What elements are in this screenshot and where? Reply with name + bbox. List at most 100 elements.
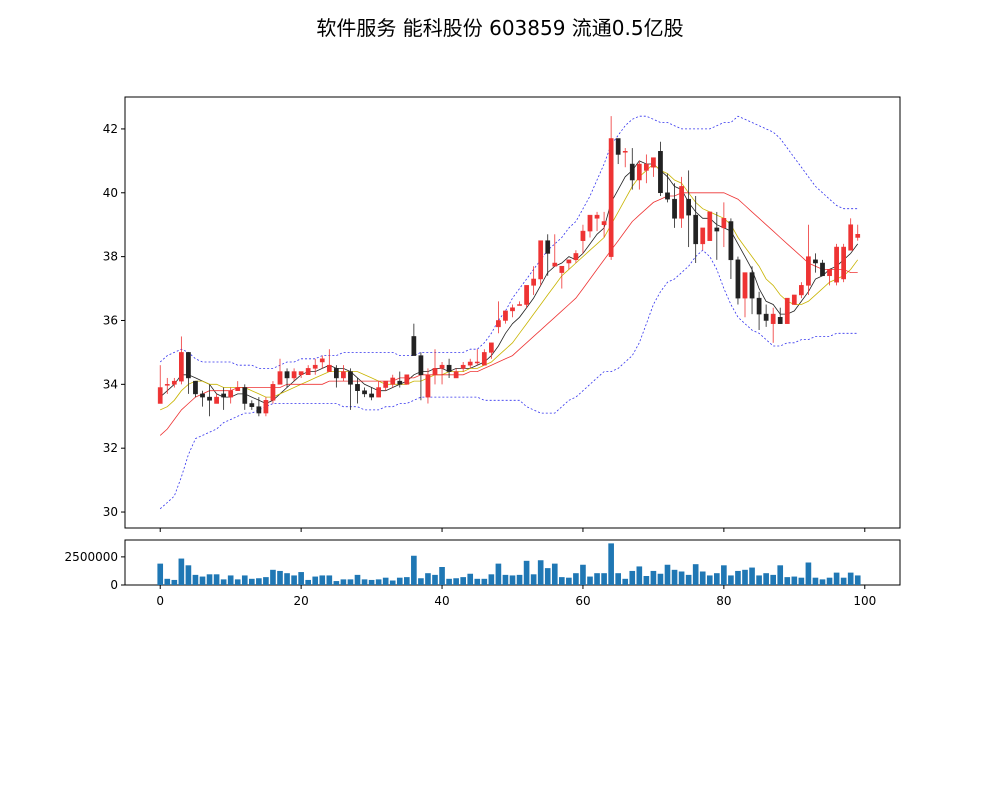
volume-bar <box>488 574 495 585</box>
candle-body <box>728 221 734 261</box>
volume-bar <box>699 571 706 585</box>
volume-bar <box>319 575 326 585</box>
candle-body <box>193 380 198 395</box>
volume-bar <box>157 563 164 585</box>
candle-body <box>834 246 839 283</box>
candle-body <box>390 377 396 385</box>
candle-body <box>334 368 339 379</box>
candle-body <box>383 380 389 388</box>
candle-body <box>777 317 783 324</box>
volume-bar <box>213 574 220 585</box>
candle-body <box>200 393 205 398</box>
candle-body <box>432 368 438 376</box>
volume-bar <box>756 575 762 585</box>
candle-body <box>298 371 304 376</box>
volume-bar <box>495 563 502 585</box>
volume-bar <box>227 575 234 585</box>
price-y-tick-label: 30 <box>103 505 118 519</box>
candle-body <box>446 364 452 372</box>
candle-body <box>453 371 459 379</box>
volume-bar <box>798 577 805 585</box>
volume-bar <box>706 575 713 585</box>
volume-bar <box>453 578 459 585</box>
volume-bar <box>826 577 833 585</box>
candle-body <box>517 304 522 306</box>
volume-bar <box>164 578 171 585</box>
candle-body <box>305 368 311 376</box>
volume-bar <box>446 578 452 585</box>
candle-body <box>686 198 691 216</box>
candle-body <box>277 371 283 385</box>
candle-body <box>411 336 417 356</box>
candle-body <box>531 278 536 286</box>
volume-x-tick-label: 20 <box>293 594 308 608</box>
candle-body <box>221 393 226 398</box>
price-x-axis <box>159 528 866 532</box>
candle-body <box>481 352 487 366</box>
candle-body <box>157 387 163 404</box>
candle-body <box>186 352 191 379</box>
candle-body <box>573 253 579 261</box>
volume-bar <box>460 577 466 585</box>
volume-bar <box>234 579 241 585</box>
candle-body <box>524 285 529 305</box>
volume-bar <box>171 579 178 585</box>
volume-bar <box>566 577 572 585</box>
candle-body <box>608 138 614 257</box>
price-panel <box>157 115 861 510</box>
volume-x-tick-label: 40 <box>434 594 449 608</box>
volume-bar <box>347 579 354 585</box>
price-y-tick-label: 34 <box>103 377 118 391</box>
volume-bar <box>502 574 509 585</box>
volume-y-tick-label: 0 <box>110 578 118 592</box>
volume-bar <box>840 577 847 585</box>
volume-y-tick-label: 2500000 <box>65 550 118 564</box>
candle-body <box>284 371 290 379</box>
candle-body <box>171 380 177 385</box>
price-y-axis: 30 32 34 36 38 40 42 <box>103 122 125 519</box>
candle-body <box>552 262 558 267</box>
volume-bar <box>249 578 255 585</box>
candle-body <box>214 396 219 404</box>
candle-body <box>615 138 621 155</box>
volume-bar <box>678 571 685 585</box>
candle-body <box>467 361 473 366</box>
candle-body <box>348 371 353 385</box>
volume-bar <box>340 579 347 585</box>
volume-bar <box>291 575 297 585</box>
volume-bar <box>312 576 319 585</box>
volume-bar <box>263 577 269 585</box>
volume-bar <box>657 573 664 585</box>
candle-body <box>707 211 713 241</box>
price-y-tick-label: 38 <box>103 250 118 264</box>
price-y-tick-label: 32 <box>103 441 118 455</box>
volume-bar <box>735 570 741 585</box>
volume-bar <box>685 574 692 585</box>
volume-bar <box>777 565 784 585</box>
volume-bar <box>185 565 192 585</box>
candle-body <box>474 361 480 364</box>
volume-bar <box>530 574 537 585</box>
volume-bar <box>389 580 396 585</box>
volume-bar <box>439 567 445 585</box>
candle-body <box>341 371 346 379</box>
candle-body <box>700 227 706 245</box>
candle-body <box>855 234 861 238</box>
candle-body <box>763 313 769 321</box>
volume-y-axis: 0 2500000 <box>65 550 125 592</box>
candle-body <box>510 307 515 312</box>
candle-body <box>460 364 466 369</box>
candle-body <box>249 403 255 407</box>
candle-body <box>587 214 593 232</box>
candle-body <box>355 384 360 391</box>
chart-title: 软件服务 能科股份 603859 流通0.5亿股 <box>316 16 684 40</box>
volume-bar <box>284 573 290 585</box>
volume-bar <box>411 555 417 585</box>
volume-bar <box>819 579 826 585</box>
price-y-tick-label: 40 <box>103 186 118 200</box>
candle-body <box>559 265 565 273</box>
volume-bar <box>805 562 812 585</box>
candle-body <box>263 400 269 414</box>
candle-body <box>376 387 382 398</box>
candle-body <box>820 262 825 277</box>
